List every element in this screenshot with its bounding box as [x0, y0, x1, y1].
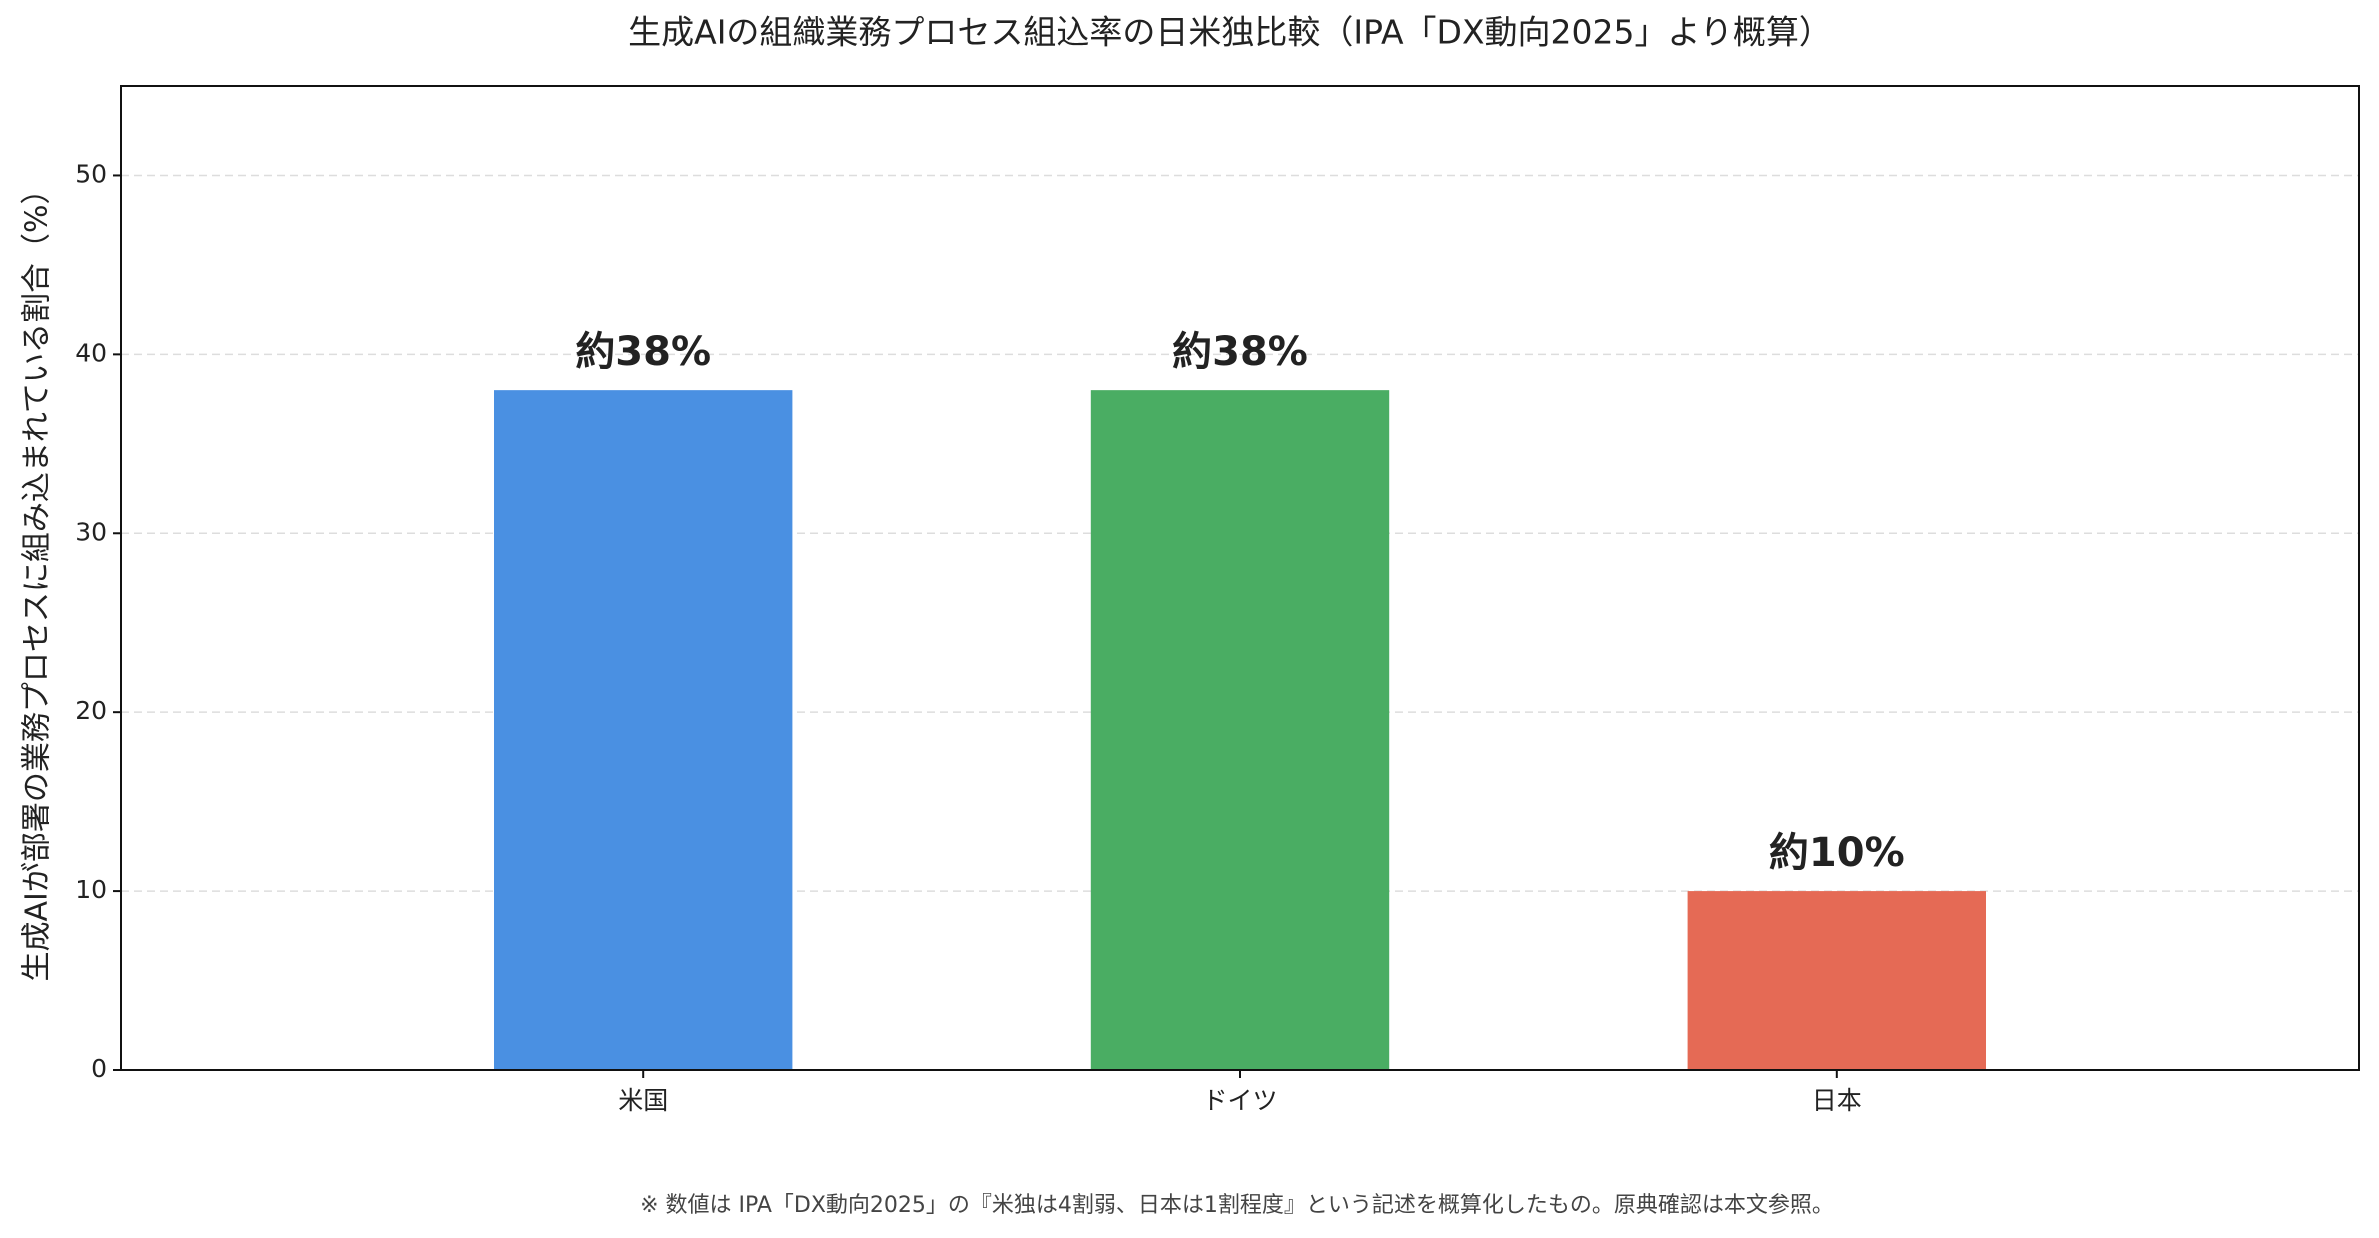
y-tick-label: 0 — [91, 1054, 107, 1083]
chart-title: 生成AIの組織業務プロセス組込率の日米独比較（IPA「DX動向2025」より概算… — [628, 13, 1832, 52]
x-tick-label: 日本 — [1812, 1086, 1862, 1115]
x-tick-label: ドイツ — [1202, 1086, 1277, 1115]
y-axis-label: 生成AIが部署の業務プロセスに組み込まれている割合（%） — [20, 175, 55, 982]
bar — [494, 390, 793, 1070]
value-label: 約38% — [575, 329, 711, 375]
y-tick-label: 20 — [75, 696, 107, 725]
plot-frame — [120, 85, 2360, 1071]
value-label: 約38% — [1172, 329, 1308, 375]
x-tick-label: 米国 — [618, 1086, 668, 1115]
value-label: 約10% — [1769, 830, 1905, 876]
y-tick-label: 30 — [75, 517, 107, 546]
footnote: ※ 数値は IPA「DX動向2025」の『米独は4割弱、日本は1割程度』という記… — [640, 1193, 1834, 1218]
bar — [1687, 891, 1986, 1070]
y-tick-label: 10 — [75, 875, 107, 904]
y-tick-label: 50 — [75, 159, 107, 188]
y-tick-label: 40 — [75, 338, 107, 367]
bar — [1090, 390, 1390, 1070]
